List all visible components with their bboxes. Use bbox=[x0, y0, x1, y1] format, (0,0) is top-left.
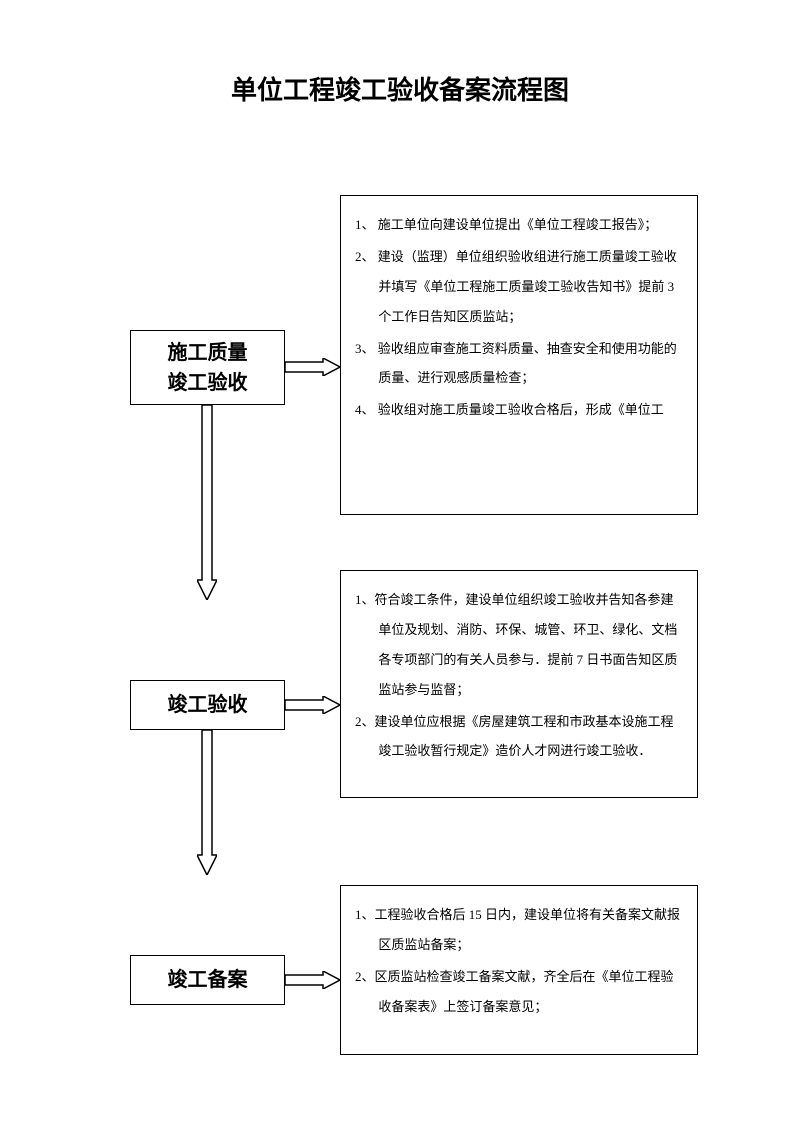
arrow-right-icon bbox=[285, 971, 340, 989]
flow-desc-filing: 1、工程验收合格后 15 日内，建设单位将有关备案文献报区质监站备案； 2、区质… bbox=[340, 885, 698, 1055]
desc-item: 1、工程验收合格后 15 日内，建设单位将有关备案文献报区质监站备案； bbox=[355, 900, 685, 960]
node-line: 竣工验收 bbox=[168, 690, 248, 720]
node-line: 竣工备案 bbox=[168, 965, 248, 995]
page-title: 单位工程竣工验收备案流程图 bbox=[0, 70, 800, 107]
flow-node-acceptance: 竣工验收 bbox=[130, 680, 285, 730]
flow-node-quality: 施工质量 竣工验收 bbox=[130, 330, 285, 405]
desc-item: 1、 施工单位向建设单位提出《单位工程竣工报告》； bbox=[355, 210, 685, 240]
arrow-down-icon bbox=[197, 730, 217, 875]
desc-item: 3、 验收组应审查施工资料质量、抽查安全和使用功能的质量、进行观感质量检查； bbox=[355, 334, 685, 394]
desc-item: 1、符合竣工条件，建设单位组织竣工验收并告知各参建单位及规划、消防、环保、城管、… bbox=[355, 585, 685, 705]
desc-item: 2、区质监站检查竣工备案文献，齐全后在《单位工程验收备案表》上签订备案意见； bbox=[355, 962, 685, 1022]
arrow-down-icon bbox=[197, 405, 217, 600]
flow-desc-acceptance: 1、符合竣工条件，建设单位组织竣工验收并告知各参建单位及规划、消防、环保、城管、… bbox=[340, 570, 698, 798]
flow-desc-quality: 1、 施工单位向建设单位提出《单位工程竣工报告》； 2、 建设（监理）单位组织验… bbox=[340, 195, 698, 515]
node-line: 竣工验收 bbox=[168, 368, 248, 398]
desc-item: 2、建设单位应根据《房屋建筑工程和市政基本设施工程竣工验收暂行规定》造价人才网进… bbox=[355, 707, 685, 767]
arrow-right-icon bbox=[285, 358, 340, 376]
arrow-right-icon bbox=[285, 696, 340, 714]
flow-node-filing: 竣工备案 bbox=[130, 955, 285, 1005]
desc-item: 4、 验收组对施工质量竣工验收合格后，形成《单位工 bbox=[355, 395, 685, 425]
node-line: 施工质量 bbox=[168, 338, 248, 368]
desc-item: 2、 建设（监理）单位组织验收组进行施工质量竣工验收并填写《单位工程施工质量竣工… bbox=[355, 242, 685, 332]
